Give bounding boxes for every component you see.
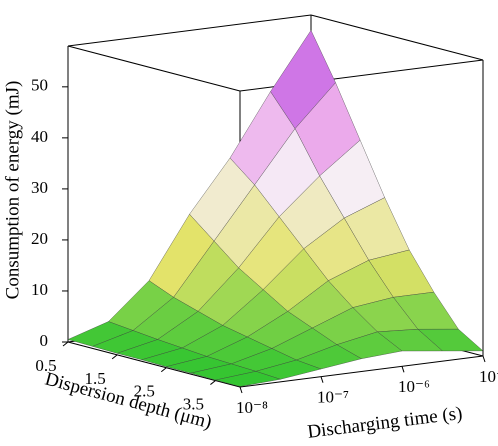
box-edge (239, 355, 484, 388)
x-tick-label: 10⁻⁸ (236, 398, 268, 417)
x-tick (320, 376, 324, 383)
box-edge (67, 14, 312, 47)
z-tick-label: 20 (31, 229, 48, 248)
y-tick (160, 367, 167, 373)
z-tick-label: 10 (31, 280, 48, 299)
x-tick-label: 10⁻⁷ (317, 388, 349, 407)
y-tick-label: 0.5 (35, 356, 56, 375)
y-tick (111, 354, 118, 360)
x-tick-label: 10⁻⁶ (398, 377, 430, 396)
box-edge (67, 341, 241, 388)
x-tick (239, 386, 243, 394)
z-tick-label: 50 (31, 76, 48, 95)
y-tick-label: 1.5 (85, 369, 106, 388)
x-axis-title: Discharging time (s) (306, 403, 463, 443)
z-tick-label: 0 (40, 331, 49, 350)
x-tick (482, 355, 486, 363)
z-tick-label: 40 (31, 127, 48, 146)
z-axis-title: Consumption of energy (mJ) (2, 81, 23, 300)
z-tick-label: 30 (31, 178, 48, 197)
y-tick-label: 3.5 (183, 394, 204, 413)
box-edge (67, 45, 241, 92)
surface-patch (215, 371, 281, 387)
x-tick-label: 10⁻⁵ (479, 367, 498, 386)
x-tick (401, 366, 405, 373)
y-tick-label: 2.5 (134, 382, 155, 401)
box-edge (310, 14, 484, 61)
y-tick (210, 380, 216, 385)
y-tick (62, 341, 69, 347)
